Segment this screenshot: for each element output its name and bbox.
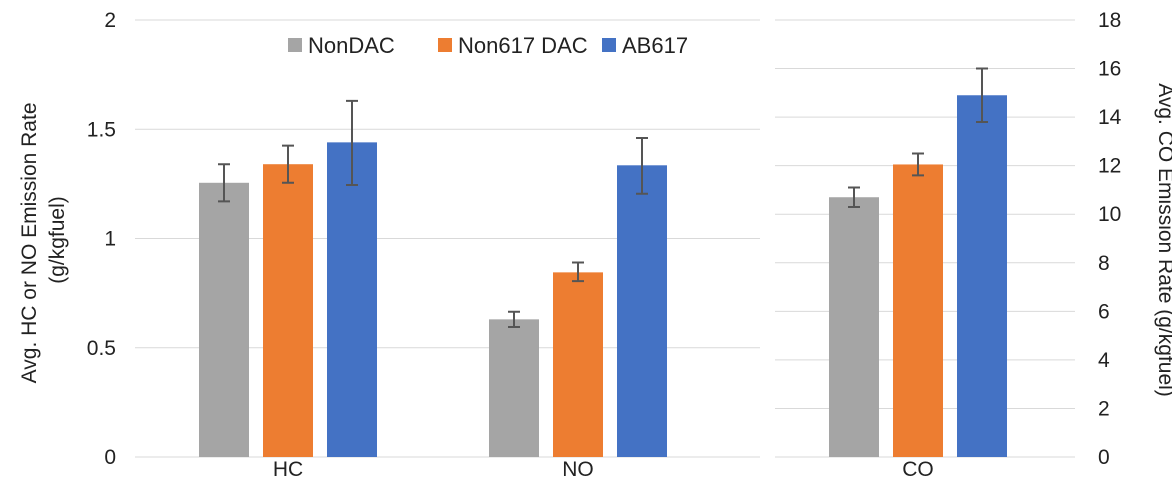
right-tick-label: 10 xyxy=(1098,203,1121,226)
bar-co-nondac xyxy=(829,197,879,457)
bars xyxy=(199,95,1007,457)
right-tick-label: 0 xyxy=(1098,446,1110,469)
left-tick-label: 1.5 xyxy=(87,118,116,141)
bar-no-nondac xyxy=(489,319,539,457)
legend-label-non617-dac: Non617 DAC xyxy=(458,33,588,58)
right-tick-label: 2 xyxy=(1098,397,1110,420)
legend-swatch-ab617 xyxy=(602,38,616,52)
legend-label-ab617: AB617 xyxy=(622,33,688,58)
right-tick-label: 4 xyxy=(1098,349,1110,372)
right-tick-label: 8 xyxy=(1098,252,1110,275)
bar-co-non617-dac xyxy=(893,164,943,457)
legend: NonDAC Non617 DAC AB617 xyxy=(288,33,688,58)
bar-hc-non617-dac xyxy=(263,164,313,457)
right-tick-label: 16 xyxy=(1098,58,1121,81)
right-tick-label: 12 xyxy=(1098,155,1121,178)
left-tick-label: 2 xyxy=(104,9,116,32)
left-tick-label: 1 xyxy=(104,228,116,251)
left-tick-label: 0.5 xyxy=(87,337,116,360)
right-tick-label: 6 xyxy=(1098,300,1110,323)
bar-no-ab617 xyxy=(617,165,667,457)
right-axis-title: Avg. CO Emission Rate (g/kgfuel) xyxy=(1154,83,1172,397)
right-tick-label: 18 xyxy=(1098,9,1121,32)
left-tick-label: 0 xyxy=(104,446,116,469)
category-labels: HC NO CO xyxy=(273,458,934,478)
bar-hc-ab617 xyxy=(327,142,377,457)
category-label-co: CO xyxy=(902,458,934,478)
bar-co-ab617 xyxy=(957,95,1007,457)
legend-label-nondac: NonDAC xyxy=(308,33,395,58)
category-label-hc: HC xyxy=(273,458,303,478)
left-axis-title-line-2: (g/kgfuel) xyxy=(46,196,69,284)
bar-no-non617-dac xyxy=(553,272,603,457)
legend-swatch-non617-dac xyxy=(438,38,452,52)
right-tick-label: 14 xyxy=(1098,106,1122,129)
legend-swatch-nondac xyxy=(288,38,302,52)
left-axis-title: Avg. HC or NO Emission Rate (g/kgfuel) xyxy=(18,97,69,384)
left-axis-title-line-1: Avg. HC or NO Emission Rate xyxy=(18,102,41,383)
bar-hc-nondac xyxy=(199,183,249,457)
category-label-no: NO xyxy=(562,458,594,478)
